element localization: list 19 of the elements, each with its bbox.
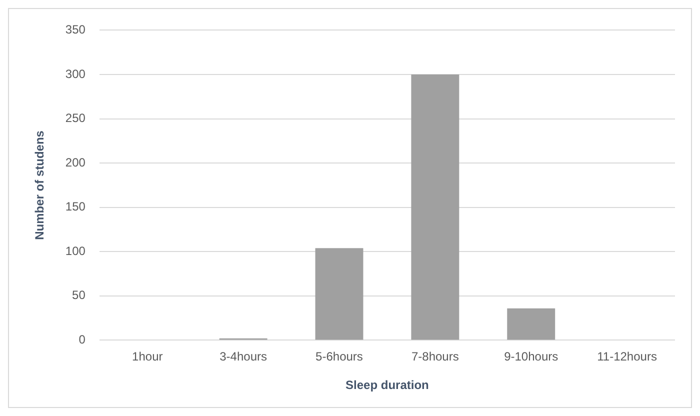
- x-tick-label: 5-6hours: [316, 350, 363, 364]
- y-tick-label: 0: [78, 332, 86, 347]
- x-tick-label: 7-8hours: [411, 350, 459, 364]
- bar: [315, 248, 364, 340]
- y-tick-label: 50: [72, 288, 86, 302]
- x-tick-label: 1hour: [132, 350, 163, 364]
- y-axis-title: Number of studens: [32, 130, 47, 240]
- y-tick-label: 300: [65, 66, 86, 81]
- y-tick-label: 350: [65, 22, 86, 37]
- bar: [411, 74, 460, 340]
- x-tick-label: 11-12hours: [597, 350, 657, 364]
- y-tick-label: 150: [65, 200, 86, 214]
- x-axis-title: Sleep duration: [346, 378, 429, 392]
- y-tick-label: 100: [65, 244, 86, 258]
- x-tick-label: 9-10hours: [504, 350, 558, 364]
- y-tick-label: 200: [65, 155, 86, 170]
- y-tick-label: 250: [65, 111, 86, 126]
- x-tick-label: 3-4hours: [220, 350, 268, 364]
- bar: [507, 308, 556, 340]
